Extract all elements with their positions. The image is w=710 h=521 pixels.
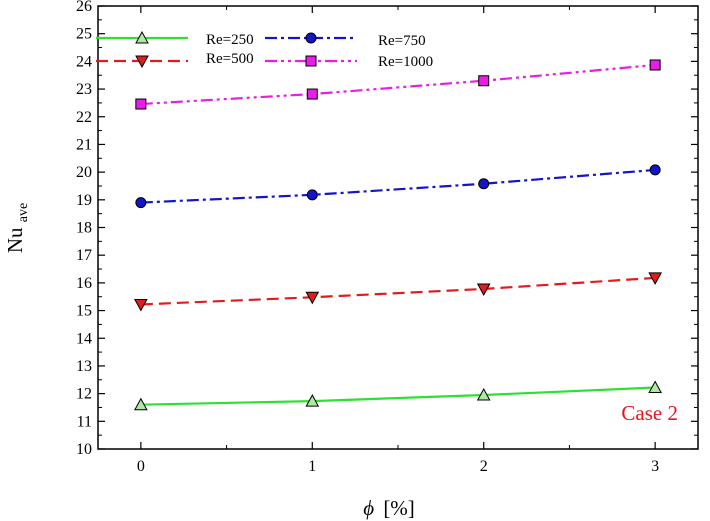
data-point xyxy=(649,59,661,71)
y-tick-label: 19 xyxy=(76,192,92,209)
series-re-750 xyxy=(135,164,661,209)
y-tick-label: 12 xyxy=(76,386,92,403)
x-tick-label: 0 xyxy=(137,458,145,475)
legend-marker xyxy=(135,30,149,44)
legend-label: Re=500 xyxy=(206,51,254,67)
series-line xyxy=(140,386,656,406)
y-tick-label: 24 xyxy=(76,53,92,70)
data-point xyxy=(135,197,147,209)
legend-label: Re=250 xyxy=(206,32,254,48)
series-line xyxy=(140,168,656,204)
y-tick-label: 11 xyxy=(77,413,92,430)
series-line xyxy=(140,63,656,106)
y-axis-main: Nu xyxy=(3,227,27,253)
y-tick-label: 10 xyxy=(76,441,92,458)
y-tick-label: 23 xyxy=(76,81,92,98)
data-point xyxy=(649,164,661,176)
data-point xyxy=(306,189,318,201)
x-tick-label: 3 xyxy=(651,458,659,475)
y-tick-label: 26 xyxy=(76,0,92,15)
series-re-250 xyxy=(134,380,662,411)
case-annotation: Case 2 xyxy=(621,401,678,425)
series-layer xyxy=(134,59,662,411)
data-point xyxy=(476,387,491,401)
y-tick-label: 15 xyxy=(76,303,92,320)
series-re-500 xyxy=(134,272,662,312)
x-tick-label: 2 xyxy=(480,458,488,475)
x-axis-title: ϕ [%] xyxy=(363,496,415,520)
y-tick-label: 21 xyxy=(76,136,92,153)
legend-label: Re=750 xyxy=(378,33,426,49)
series-line xyxy=(140,276,656,306)
data-point xyxy=(134,298,148,312)
y-axis-sub: ave xyxy=(16,203,31,222)
legend-marker xyxy=(305,32,317,44)
y-axis-title: Nu ave xyxy=(3,203,31,253)
data-point xyxy=(478,75,490,87)
plot-frame xyxy=(97,5,699,450)
x-axis-symbol: ϕ xyxy=(363,496,374,520)
legend-entry: Re=750 xyxy=(265,32,426,49)
y-tick-label: 18 xyxy=(76,220,92,237)
data-point xyxy=(134,397,148,411)
series-re-1000 xyxy=(135,59,661,110)
y-tick-label: 25 xyxy=(76,26,92,43)
legend-entry: Re=250 xyxy=(96,30,254,48)
data-point xyxy=(478,178,490,190)
x-tick-label: 1 xyxy=(308,458,316,475)
y-tick-label: 14 xyxy=(76,330,92,347)
legend-marker xyxy=(305,55,317,67)
legend-entry: Re=1000 xyxy=(265,54,433,70)
data-point xyxy=(306,88,318,100)
legend-label: Re=1000 xyxy=(378,54,433,70)
data-point xyxy=(476,283,491,297)
data-point xyxy=(305,394,320,407)
y-tick-label: 13 xyxy=(76,358,92,375)
data-point xyxy=(135,98,147,110)
legend-entry: Re=500 xyxy=(96,51,254,69)
y-tick-label: 20 xyxy=(76,164,92,181)
y-tick-label: 16 xyxy=(76,275,92,292)
y-tick-label: 22 xyxy=(76,109,92,126)
y-tick-label: 17 xyxy=(76,247,92,264)
data-point xyxy=(648,272,662,285)
x-axis-unit: [%] xyxy=(383,496,414,520)
legend: Re=250 Re=500 Re=750 Re=1000 xyxy=(96,30,433,70)
data-point xyxy=(305,291,320,305)
legend-marker xyxy=(135,55,149,69)
data-point xyxy=(648,380,662,394)
